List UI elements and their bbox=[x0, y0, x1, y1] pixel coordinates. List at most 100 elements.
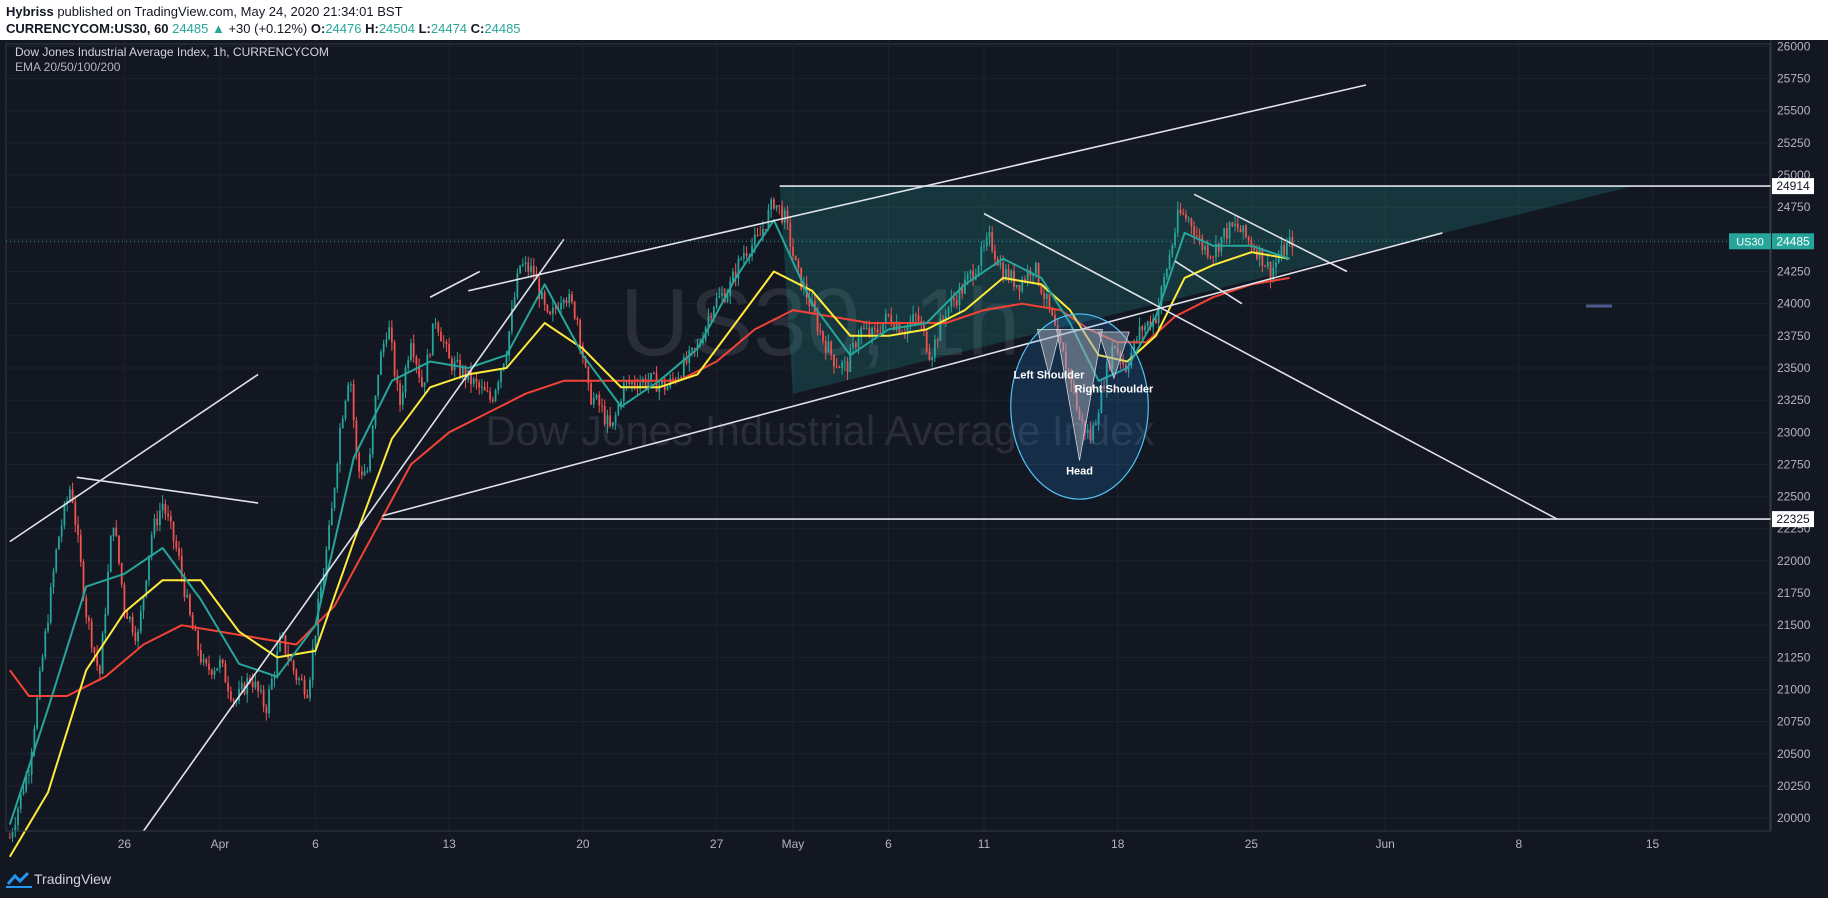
candle-body[interactable] bbox=[565, 299, 568, 303]
candle-body[interactable] bbox=[90, 621, 93, 648]
candle-body[interactable] bbox=[309, 679, 311, 698]
candle-body[interactable] bbox=[849, 348, 852, 372]
candle-body[interactable] bbox=[93, 647, 96, 653]
trendline[interactable] bbox=[1174, 260, 1243, 305]
candle-body[interactable] bbox=[314, 635, 317, 648]
candle-body[interactable] bbox=[1007, 268, 1010, 281]
candle-body[interactable] bbox=[107, 572, 109, 614]
head-shoulders-pattern[interactable] bbox=[1010, 313, 1149, 500]
candle-body[interactable] bbox=[753, 234, 756, 246]
candle-body[interactable] bbox=[972, 270, 974, 280]
ema-20-line[interactable] bbox=[8, 219, 1290, 825]
candle-body[interactable] bbox=[71, 489, 74, 503]
candle-body[interactable] bbox=[1037, 262, 1040, 285]
candle-body[interactable] bbox=[259, 690, 262, 692]
candle-body[interactable] bbox=[944, 315, 947, 319]
candle-body[interactable] bbox=[60, 525, 63, 537]
candle-body[interactable] bbox=[442, 341, 445, 343]
trendline[interactable] bbox=[142, 238, 565, 832]
candle-body[interactable] bbox=[300, 678, 303, 680]
candle-body[interactable] bbox=[178, 547, 180, 556]
candle-body[interactable] bbox=[764, 229, 767, 231]
candle-body[interactable] bbox=[1277, 257, 1280, 263]
candle-body[interactable] bbox=[1078, 409, 1081, 420]
candle-body[interactable] bbox=[1264, 265, 1266, 267]
candle-body[interactable] bbox=[189, 594, 191, 615]
candle-body[interactable] bbox=[590, 383, 592, 405]
candle-body[interactable] bbox=[1288, 236, 1291, 244]
candle-body[interactable] bbox=[644, 378, 647, 387]
candle-body[interactable] bbox=[895, 323, 898, 330]
candle-body[interactable] bbox=[265, 707, 268, 714]
candle-body[interactable] bbox=[63, 503, 66, 526]
candle-body[interactable] bbox=[860, 327, 863, 338]
candle-body[interactable] bbox=[36, 698, 39, 729]
candle-body[interactable] bbox=[1103, 385, 1105, 390]
candle-body[interactable] bbox=[311, 647, 314, 680]
candle-body[interactable] bbox=[841, 362, 844, 368]
candle-body[interactable] bbox=[1223, 228, 1226, 237]
candle-body[interactable] bbox=[879, 332, 882, 334]
trendline[interactable] bbox=[468, 84, 1367, 292]
candle-body[interactable] bbox=[1269, 261, 1272, 280]
candle-body[interactable] bbox=[819, 330, 822, 332]
candle-body[interactable] bbox=[1073, 383, 1075, 389]
candle-body[interactable] bbox=[1182, 212, 1185, 215]
candle-body[interactable] bbox=[762, 229, 764, 236]
candle-body[interactable] bbox=[560, 303, 562, 310]
candle-body[interactable] bbox=[792, 246, 794, 256]
candle-body[interactable] bbox=[98, 665, 101, 674]
candle-body[interactable] bbox=[388, 327, 391, 340]
candle-body[interactable] bbox=[279, 636, 281, 652]
trendline[interactable] bbox=[429, 270, 481, 298]
candle-body[interactable] bbox=[947, 306, 950, 316]
candle-body[interactable] bbox=[554, 307, 557, 309]
candle-body[interactable] bbox=[210, 669, 213, 675]
candle-body[interactable] bbox=[58, 536, 60, 550]
candle-body[interactable] bbox=[1160, 286, 1163, 306]
trendline[interactable] bbox=[382, 232, 1443, 517]
candle-body[interactable] bbox=[527, 262, 530, 272]
candle-body[interactable] bbox=[601, 405, 603, 407]
candle-body[interactable] bbox=[197, 630, 200, 651]
candle-body[interactable] bbox=[1201, 237, 1204, 251]
candle-body[interactable] bbox=[1067, 368, 1070, 371]
candle-body[interactable] bbox=[74, 502, 77, 525]
tradingview-brand[interactable]: TradingView bbox=[34, 871, 112, 887]
candle-body[interactable] bbox=[1062, 342, 1065, 352]
candle-body[interactable] bbox=[44, 631, 47, 657]
candle-body[interactable] bbox=[415, 357, 418, 365]
candle-body[interactable] bbox=[541, 292, 543, 300]
candle-body[interactable] bbox=[991, 232, 994, 251]
candle-body[interactable] bbox=[1059, 331, 1062, 343]
triangle-zone[interactable] bbox=[779, 186, 1634, 394]
candle-body[interactable] bbox=[85, 597, 88, 618]
candle-body[interactable] bbox=[1010, 270, 1013, 281]
candle-body[interactable] bbox=[611, 422, 614, 427]
candle-body[interactable] bbox=[434, 322, 437, 324]
candle-body[interactable] bbox=[587, 366, 590, 384]
candle-body[interactable] bbox=[180, 555, 183, 576]
candle-body[interactable] bbox=[702, 339, 704, 344]
candle-body[interactable] bbox=[1212, 256, 1215, 258]
candle-body[interactable] bbox=[1144, 325, 1146, 331]
candle-body[interactable] bbox=[483, 386, 486, 391]
candle-body[interactable] bbox=[423, 382, 426, 387]
candle-body[interactable] bbox=[1190, 218, 1193, 227]
ema-50-line[interactable] bbox=[8, 251, 1290, 858]
candle-body[interactable] bbox=[1239, 228, 1242, 233]
candle-body[interactable] bbox=[647, 381, 650, 387]
candle-body[interactable] bbox=[781, 206, 783, 223]
candle-body[interactable] bbox=[461, 367, 464, 377]
candle-body[interactable] bbox=[251, 681, 254, 688]
candle-body[interactable] bbox=[1133, 340, 1135, 353]
candle-body[interactable] bbox=[221, 659, 224, 664]
candle-body[interactable] bbox=[903, 333, 906, 335]
candle-body[interactable] bbox=[380, 352, 382, 375]
candle-body[interactable] bbox=[887, 314, 890, 316]
candle-body[interactable] bbox=[123, 584, 126, 611]
candle-body[interactable] bbox=[1250, 240, 1253, 248]
candle-body[interactable] bbox=[505, 355, 508, 364]
author-name[interactable]: Hybriss bbox=[6, 4, 54, 19]
candle-body[interactable] bbox=[1198, 235, 1201, 238]
